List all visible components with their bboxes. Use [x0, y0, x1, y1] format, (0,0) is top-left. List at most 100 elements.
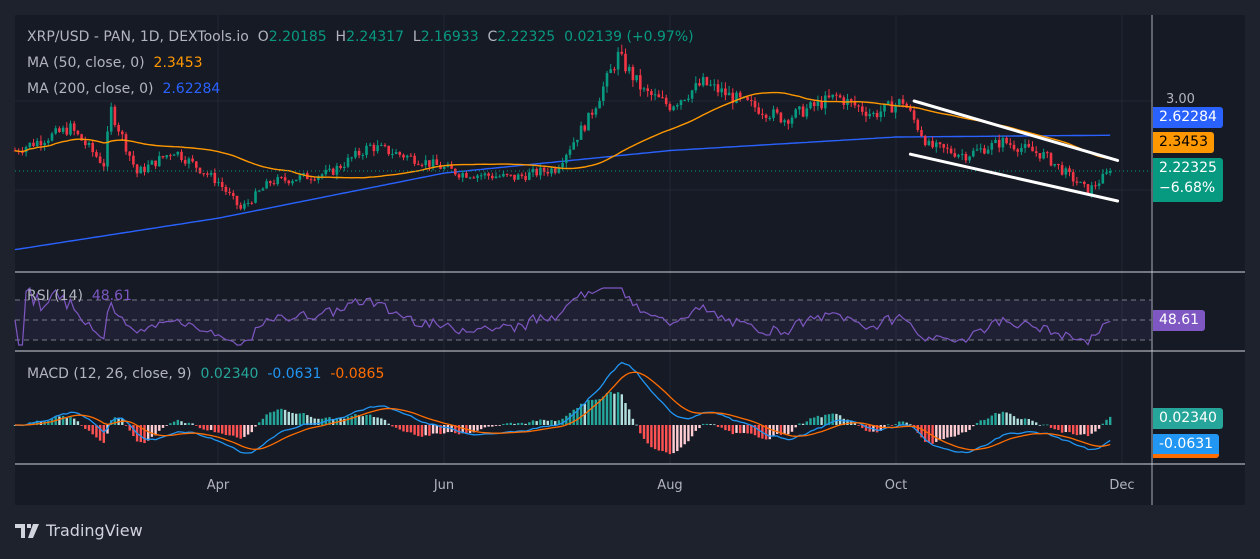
macd-histogram-bar: [139, 425, 142, 443]
candle-body: [768, 117, 772, 119]
candle-body: [509, 174, 513, 176]
macd-histogram-bar: [346, 416, 350, 425]
candle-body: [476, 175, 479, 179]
macd-histogram-bar: [720, 425, 723, 428]
candle-body: [997, 139, 1001, 148]
candle-body: [1023, 144, 1027, 148]
macd-histogram-bar: [964, 425, 968, 433]
macd-histogram-bar: [764, 425, 768, 440]
candle-body: [35, 140, 39, 147]
candle-body: [809, 102, 812, 109]
macd-histogram-bar: [846, 419, 849, 425]
candle-body: [779, 112, 783, 123]
candle-body: [76, 130, 80, 135]
candle-body: [583, 125, 587, 131]
macd-histogram-bar: [787, 425, 790, 435]
macd-histogram-bar: [628, 409, 631, 425]
candle-body: [228, 191, 231, 194]
candle-body: [357, 150, 361, 156]
macd-histogram-bar: [184, 423, 187, 425]
candle-body: [979, 148, 982, 150]
candle-body: [387, 145, 390, 155]
macd-histogram-bar: [813, 417, 816, 425]
candle-body: [487, 173, 490, 176]
macd-histogram-bar: [735, 425, 738, 433]
candle-body: [206, 173, 209, 175]
candle-body: [195, 161, 198, 168]
macd-histogram-bar: [524, 423, 527, 425]
macd-histogram-bar: [36, 420, 39, 425]
candle-body: [664, 97, 668, 104]
macd-histogram-bar: [376, 417, 379, 425]
candle-body: [80, 134, 83, 141]
macd-histogram-bar: [942, 425, 945, 440]
rsi-legend[interactable]: RSI (14) 48.61: [27, 288, 132, 304]
macd-histogram-bar: [150, 425, 154, 437]
macd-line-value: -0.0631: [267, 366, 322, 382]
macd-histogram-bar: [642, 425, 646, 439]
macd-histogram-bar: [246, 425, 250, 435]
right-margin: [1245, 15, 1260, 505]
macd-histogram-bar: [1001, 411, 1005, 425]
macd-histogram-bar: [961, 425, 964, 433]
macd-histogram-bar: [635, 424, 638, 426]
candle-body: [391, 153, 394, 155]
macd-histogram-bar: [916, 425, 919, 433]
macd-histogram-bar: [309, 416, 313, 425]
macd-histogram-bar: [73, 418, 76, 425]
candle-body: [1012, 144, 1016, 150]
macd-histogram-bar: [209, 425, 213, 430]
macd-histogram-bar: [1090, 425, 1093, 434]
candle-body: [95, 152, 98, 157]
rsi-line: [14, 286, 1111, 346]
candle-body: [705, 77, 709, 86]
macd-histogram-bar: [905, 422, 908, 425]
macd-legend[interactable]: MACD (12, 26, close, 9) 0.02340 -0.0631 …: [27, 366, 384, 382]
change-value: 0.02139 (+0.97%): [564, 29, 694, 45]
macd-histogram-bar: [598, 399, 601, 425]
candle-body: [546, 171, 550, 174]
candle-body: [87, 142, 91, 146]
macd-histogram-bar: [1027, 419, 1030, 425]
candle-body: [894, 104, 897, 113]
candle-body: [254, 191, 257, 203]
macd-histogram-bar: [835, 413, 838, 425]
candle-body: [180, 151, 183, 161]
candle-body: [927, 140, 931, 146]
macd-histogram-bar: [1086, 425, 1090, 437]
macd-line: [14, 361, 1111, 454]
rsi-label: RSI (14): [27, 288, 83, 304]
open-label: O: [257, 29, 269, 45]
ma50-legend[interactable]: MA (50, close, 0) 2.3453: [27, 55, 203, 71]
candle-body: [272, 183, 276, 185]
macd-histogram-bar: [875, 425, 879, 433]
candle-body: [716, 84, 720, 93]
macd-histogram-bar: [968, 425, 971, 430]
candle-body: [838, 95, 842, 98]
macd-histogram-bar: [746, 425, 749, 434]
tradingview-logo-icon: [15, 523, 39, 538]
candle-body: [280, 177, 283, 179]
macd-histogram-bar: [509, 422, 512, 425]
macd-histogram-bar: [857, 425, 860, 426]
tradingview-logo[interactable]: TradingView: [15, 521, 143, 540]
macd-histogram-bar: [291, 412, 294, 425]
candle-body: [417, 163, 420, 165]
macd-histogram-bar: [790, 425, 794, 432]
candle-body: [794, 109, 797, 118]
macd-histogram-bar: [909, 424, 912, 426]
macd-histogram-bar: [476, 425, 479, 431]
candle-body: [394, 152, 398, 154]
candle-body: [32, 142, 35, 147]
candle-body: [84, 140, 87, 146]
candle-body: [798, 106, 801, 110]
macd-histogram-bar: [975, 422, 979, 425]
candle-body: [790, 117, 794, 124]
ma200-legend[interactable]: MA (200, close, 0) 2.62284: [27, 81, 220, 97]
macd-histogram-bar: [269, 412, 272, 425]
candle-body: [605, 73, 609, 87]
macd-histogram-bar: [95, 425, 98, 438]
candle-body: [65, 127, 69, 135]
candle-body: [820, 101, 823, 109]
